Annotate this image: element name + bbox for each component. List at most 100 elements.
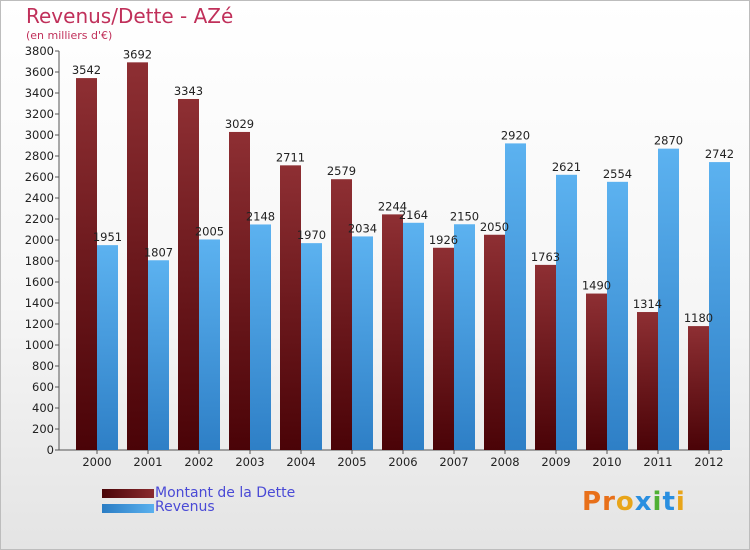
bar-dette <box>229 131 250 450</box>
y-tick-label: 1800 <box>25 254 54 268</box>
y-tick-label: 3200 <box>25 107 54 121</box>
data-label-revenus: 2554 <box>603 167 632 181</box>
chart-title: Revenus/Dette - AZé <box>26 4 234 28</box>
y-tick-label: 2400 <box>25 191 54 205</box>
bar-dette <box>433 247 454 450</box>
bar-dette <box>586 293 607 450</box>
bar-revenus <box>97 245 118 450</box>
bar-revenus <box>607 181 628 450</box>
x-tick-label: 2009 <box>541 455 570 469</box>
data-label-dette: 2711 <box>276 150 305 164</box>
bar-revenus <box>301 243 322 450</box>
legend-swatch-dette <box>102 489 154 498</box>
legend-swatch-revenus <box>102 504 154 513</box>
bar-dette <box>688 326 709 450</box>
data-label-revenus: 1970 <box>297 228 326 242</box>
bar-dette <box>484 234 505 450</box>
data-label-dette: 3343 <box>174 84 203 98</box>
y-tick-label: 1200 <box>25 317 54 331</box>
data-label-dette: 3692 <box>123 47 152 61</box>
y-tick-label: 600 <box>32 380 54 394</box>
y-tick-label: 2000 <box>25 233 54 247</box>
data-label-dette: 2579 <box>327 164 356 178</box>
data-label-dette: 1763 <box>531 250 560 264</box>
logo-letter: i <box>675 487 686 517</box>
logo-letter: t <box>662 487 676 517</box>
y-tick-label: 400 <box>32 401 54 415</box>
bar-revenus <box>505 143 526 450</box>
data-label-revenus: 2148 <box>246 209 275 223</box>
x-tick-label: 2002 <box>184 455 213 469</box>
y-tick-label: 1000 <box>25 338 54 352</box>
y-tick-label: 2200 <box>25 212 54 226</box>
data-label-revenus: 2870 <box>654 134 683 148</box>
bar-dette <box>637 312 658 450</box>
legend-label-dette: Montant de la Dette <box>155 485 296 501</box>
data-label-dette: 3029 <box>225 117 254 131</box>
data-label-revenus: 2742 <box>705 147 734 161</box>
data-label-revenus: 2621 <box>552 160 581 174</box>
bar-revenus <box>352 236 373 450</box>
x-tick-label: 2012 <box>694 455 723 469</box>
logo-letter: r <box>602 487 616 517</box>
x-tick-label: 2008 <box>490 455 519 469</box>
bar-dette <box>382 214 403 450</box>
x-tick-label: 2004 <box>286 455 315 469</box>
bar-revenus <box>709 162 730 450</box>
bar-revenus <box>250 224 271 450</box>
data-label-dette: 2050 <box>480 220 509 234</box>
y-tick-label: 3400 <box>25 86 54 100</box>
x-tick-label: 2007 <box>439 455 468 469</box>
bar-dette <box>331 179 352 450</box>
bar-revenus <box>403 222 424 450</box>
bar-revenus <box>556 174 577 451</box>
data-label-revenus: 2920 <box>501 128 530 142</box>
bar-revenus <box>199 239 220 450</box>
y-tick-label: 0 <box>47 443 54 457</box>
x-tick-label: 2010 <box>592 455 621 469</box>
bar-dette <box>535 264 556 450</box>
y-tick-label: 2600 <box>25 170 54 184</box>
logo-letter: o <box>615 487 635 517</box>
x-tick-label: 2003 <box>235 455 264 469</box>
x-tick-label: 2001 <box>133 455 162 469</box>
data-label-revenus: 2150 <box>450 209 479 223</box>
data-label-dette: 2244 <box>378 199 407 213</box>
logo-letter: i <box>652 487 663 517</box>
data-label-dette: 1490 <box>582 279 611 293</box>
x-tick-label: 2005 <box>337 455 366 469</box>
data-label-revenus: 2164 <box>399 208 428 222</box>
y-tick-label: 1600 <box>25 275 54 289</box>
bar-dette <box>76 78 97 450</box>
y-tick-label: 2800 <box>25 149 54 163</box>
y-tick-label: 200 <box>32 422 54 436</box>
bar-revenus <box>658 148 679 450</box>
data-label-revenus: 2005 <box>195 224 224 238</box>
bar-dette <box>280 165 301 450</box>
y-tick-label: 1400 <box>25 296 54 310</box>
data-label-dette: 1926 <box>429 233 458 247</box>
data-label-dette: 3542 <box>72 63 101 77</box>
y-tick-label: 3000 <box>25 128 54 142</box>
proxiti-logo: Proxiti <box>582 487 686 517</box>
logo-letter: x <box>634 487 653 517</box>
y-tick-label: 3800 <box>25 44 54 58</box>
logo-letter: P <box>582 487 603 517</box>
bar-revenus <box>454 224 475 450</box>
data-label-revenus: 1951 <box>93 230 122 244</box>
data-label-dette: 1180 <box>684 311 713 325</box>
x-tick-label: 2006 <box>388 455 417 469</box>
x-tick-label: 2011 <box>643 455 672 469</box>
bar-revenus <box>148 260 169 450</box>
data-label-revenus: 1807 <box>144 245 173 259</box>
data-label-revenus: 2034 <box>348 221 377 235</box>
bar-dette <box>178 98 199 451</box>
y-tick-label: 800 <box>32 359 54 373</box>
x-tick-label: 2000 <box>82 455 111 469</box>
legend-label-revenus: Revenus <box>155 499 215 515</box>
data-label-dette: 1314 <box>633 297 662 311</box>
chart-subtitle: (en milliers d'€) <box>26 29 113 42</box>
bar-dette <box>127 62 148 451</box>
y-tick-label: 3600 <box>25 65 54 79</box>
